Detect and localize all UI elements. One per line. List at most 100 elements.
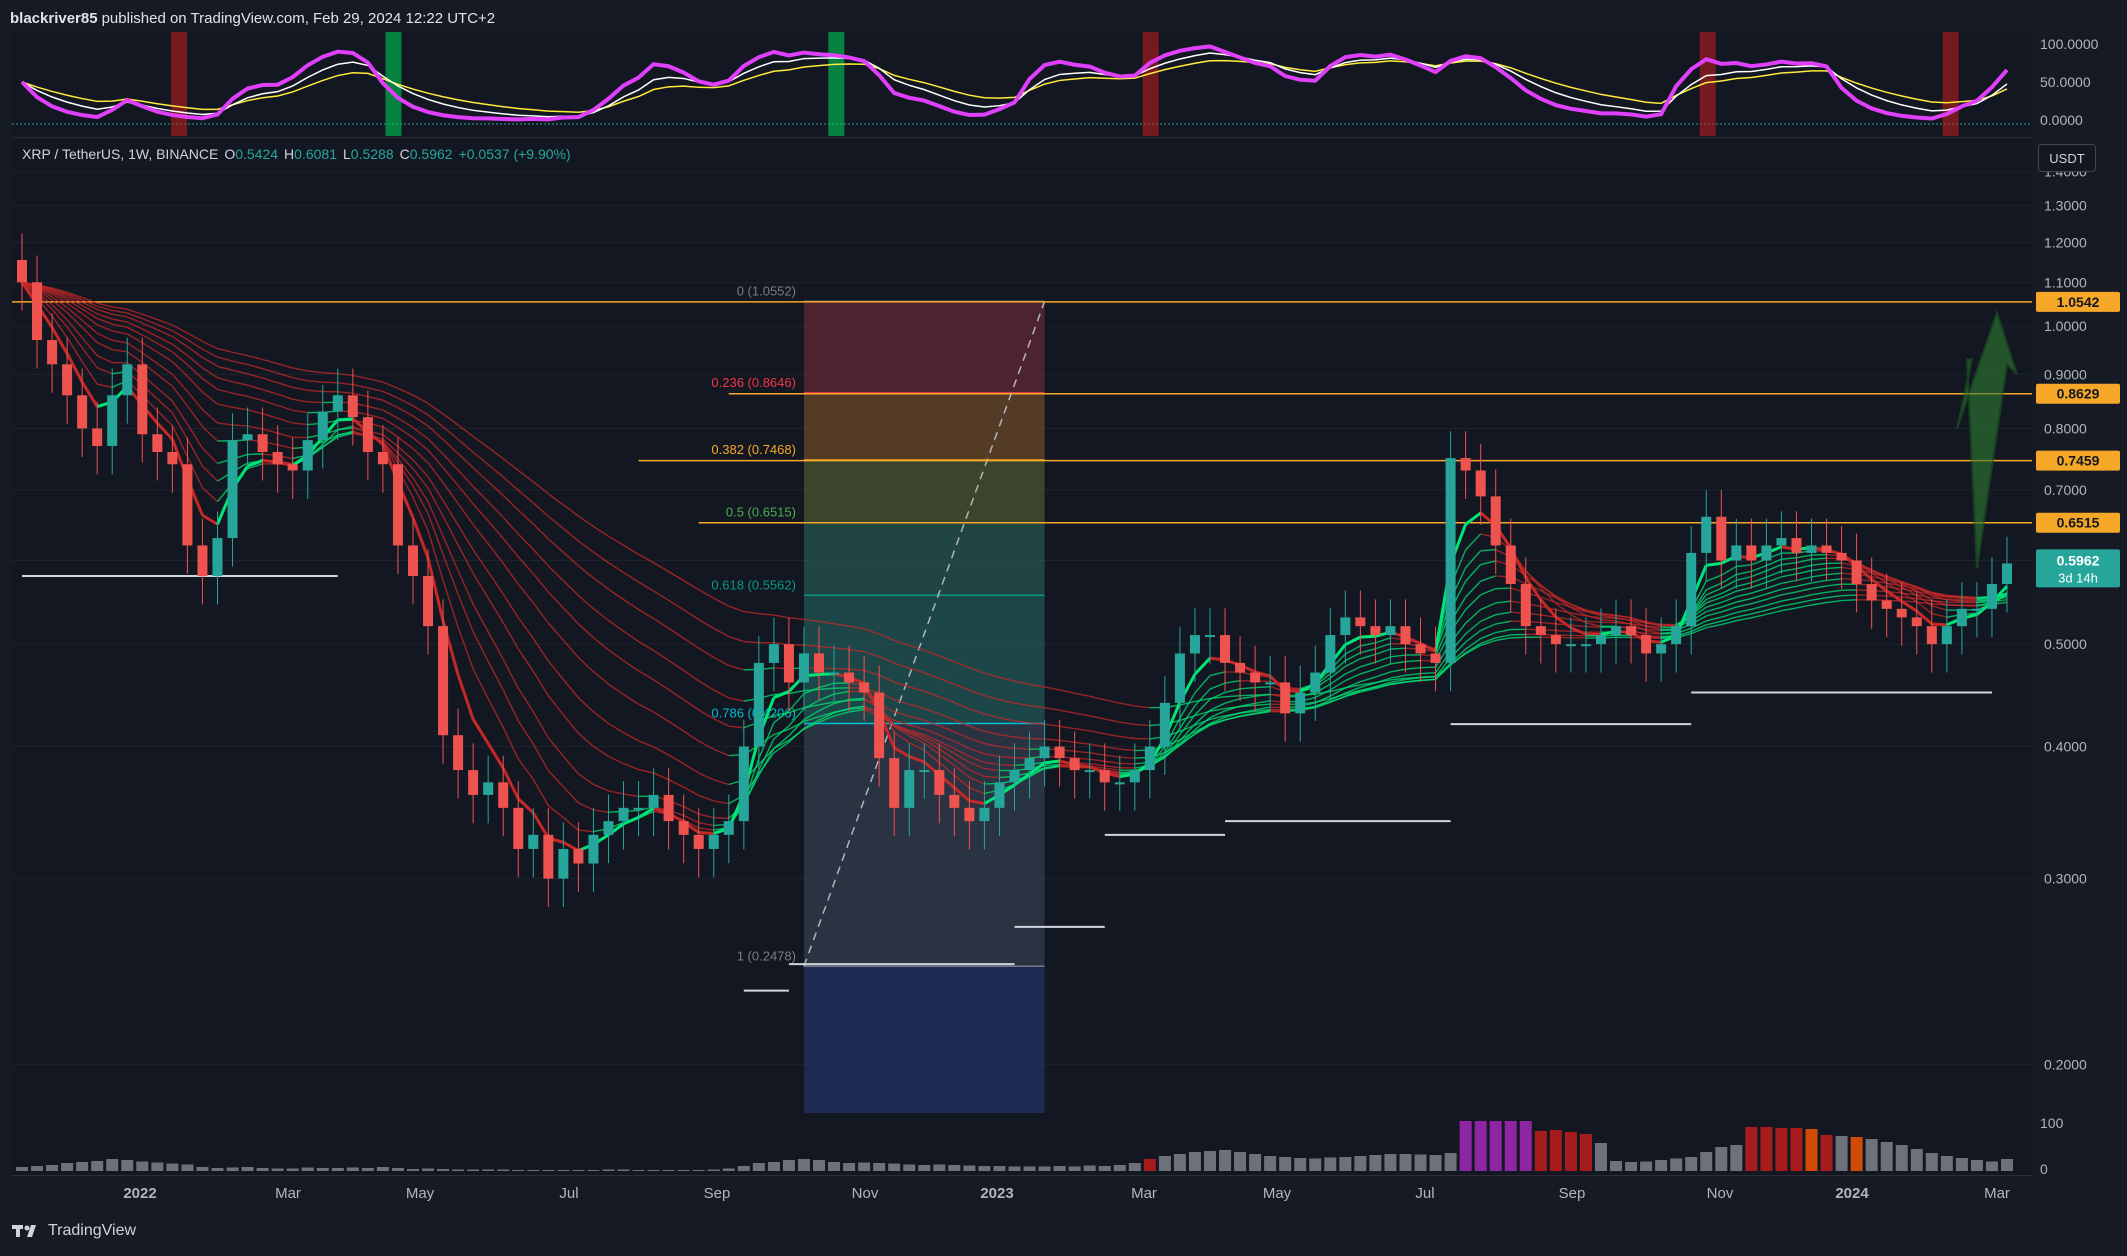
ema-ribbon-segment bbox=[292, 367, 308, 372]
ema-ribbon-segment bbox=[698, 709, 715, 720]
candle-body bbox=[1595, 635, 1606, 645]
ema-ribbon-segment bbox=[1465, 594, 1482, 611]
ema-ribbon-segment bbox=[202, 356, 218, 367]
ema-ribbon-segment bbox=[1089, 758, 1105, 763]
time-axis[interactable]: 2022 Mar May Jul Sep Nov 2023 Mar May Jul Sep Nov 20… bbox=[12, 1175, 2032, 1212]
ema-ribbon-segment bbox=[938, 744, 955, 754]
ema-ribbon-segment bbox=[1059, 725, 1075, 730]
ema-ribbon-segment bbox=[818, 702, 835, 712]
volume-bar bbox=[1640, 1161, 1653, 1171]
candle-body bbox=[498, 782, 509, 808]
candle-body bbox=[693, 834, 704, 849]
ema-ribbon-segment bbox=[1495, 620, 1511, 625]
oscillator-pane[interactable] bbox=[12, 32, 2032, 136]
ema-ribbon-segment bbox=[532, 670, 549, 697]
ema-ribbon-segment bbox=[217, 365, 233, 371]
volume-bar bbox=[316, 1168, 329, 1171]
candle-body bbox=[1791, 538, 1802, 553]
ema-ribbon-segment bbox=[397, 407, 414, 417]
volume-bar bbox=[542, 1170, 555, 1171]
ema-ribbon-segment bbox=[517, 758, 534, 780]
ema-ribbon-segment bbox=[247, 463, 263, 470]
ema-ribbon-segment bbox=[322, 371, 338, 375]
ema-ribbon-segment bbox=[999, 717, 1015, 722]
volume-bar bbox=[1865, 1139, 1878, 1171]
currency-button[interactable]: USDT bbox=[2038, 144, 2096, 172]
ema-ribbon-segment bbox=[1706, 623, 1722, 629]
candle bbox=[798, 626, 809, 711]
ema-ribbon-segment bbox=[412, 468, 429, 489]
ema-ribbon-segment bbox=[788, 707, 805, 714]
ema-ribbon-segment bbox=[142, 322, 158, 331]
ema-ribbon-segment bbox=[1796, 558, 1812, 564]
ema-ribbon-segment bbox=[532, 548, 549, 567]
ema-ribbon-segment bbox=[457, 424, 474, 438]
ema-ribbon-segment bbox=[247, 425, 263, 430]
candle-body bbox=[272, 452, 283, 465]
ema-ribbon-segment bbox=[1811, 557, 1827, 561]
ema-ribbon-segment bbox=[683, 699, 700, 711]
ema-ribbon-segment bbox=[171, 412, 189, 440]
ema-ribbon-segment bbox=[1194, 724, 1211, 735]
volume-bar bbox=[1745, 1127, 1758, 1171]
ema-ribbon-segment bbox=[893, 725, 910, 737]
author-name[interactable]: blackriver85 bbox=[10, 9, 98, 27]
ema-ribbon-segment bbox=[141, 328, 158, 338]
ema-ribbon-segment bbox=[1555, 616, 1571, 621]
ema-ribbon-segment bbox=[217, 356, 233, 362]
price-pane[interactable]: 0 (1.0552) 0.236 (0.8646) 0.382 (0.7468) 0.… bbox=[12, 140, 2032, 1113]
footer-brand[interactable]: TradingView bbox=[12, 1222, 136, 1240]
ema-ribbon-segment bbox=[1886, 599, 1902, 602]
candle-body bbox=[377, 452, 388, 465]
candle bbox=[423, 549, 434, 655]
candle-body bbox=[1520, 584, 1531, 627]
ema-ribbon-segment bbox=[382, 390, 399, 399]
ema-ribbon-segment bbox=[773, 614, 790, 619]
pane-separator[interactable] bbox=[12, 137, 2032, 138]
ema-ribbon-segment bbox=[1330, 687, 1346, 693]
candle-body bbox=[423, 576, 434, 627]
volume-pane[interactable] bbox=[12, 1113, 2032, 1175]
published-text: published on TradingView.com, bbox=[101, 9, 309, 27]
ema-ribbon-segment bbox=[1706, 611, 1722, 617]
ema-ribbon-segment bbox=[426, 557, 445, 622]
candle-body bbox=[362, 417, 373, 453]
volume-bar bbox=[1895, 1145, 1908, 1171]
ema-ribbon-segment bbox=[593, 608, 609, 622]
candle-body bbox=[77, 395, 88, 429]
ema-ribbon-segment bbox=[893, 719, 910, 726]
candle-body bbox=[859, 682, 870, 693]
candle-body bbox=[964, 807, 975, 822]
ema-ribbon-segment bbox=[562, 528, 579, 542]
candle bbox=[1400, 599, 1411, 673]
ema-ribbon-segment bbox=[517, 469, 534, 483]
price-axis[interactable]: 1.40001.30001.20001.10001.00000.90000.80… bbox=[2034, 140, 2127, 1113]
ema-ribbon-segment bbox=[653, 617, 670, 629]
ema-ribbon-segment bbox=[1721, 620, 1737, 626]
ema-ribbon-segment bbox=[126, 351, 143, 364]
projection-arrow-icon bbox=[1956, 309, 2018, 569]
candle-body bbox=[1054, 746, 1065, 759]
ema-ribbon-segment bbox=[1916, 594, 1932, 599]
symbol-name[interactable]: XRP / TetherUS, 1W, BINANCE bbox=[22, 146, 219, 162]
ema-ribbon-segment bbox=[397, 458, 414, 479]
ema-ribbon-segment bbox=[833, 711, 850, 717]
candle bbox=[949, 768, 960, 837]
ema-ribbon-segment bbox=[1345, 689, 1361, 695]
ema-ribbon-segment bbox=[547, 565, 564, 582]
candle-body bbox=[1490, 496, 1501, 546]
volume-bar bbox=[467, 1169, 480, 1171]
ema-ribbon-segment bbox=[217, 347, 233, 353]
volume-bar bbox=[1369, 1155, 1382, 1171]
volume-bar bbox=[1459, 1121, 1472, 1171]
ema-ribbon-segment bbox=[1044, 686, 1060, 691]
ema-ribbon-segment bbox=[638, 703, 654, 713]
ema-ribbon-segment bbox=[322, 429, 339, 445]
ema-ribbon-segment bbox=[126, 333, 143, 344]
ema-ribbon-segment bbox=[1811, 596, 1827, 601]
candle bbox=[1535, 599, 1546, 664]
ema-ribbon-segment bbox=[1705, 592, 1722, 601]
volume-bar bbox=[948, 1165, 961, 1171]
ema-ribbon-segment bbox=[969, 737, 985, 745]
ema-ribbon-segment bbox=[1224, 688, 1241, 694]
